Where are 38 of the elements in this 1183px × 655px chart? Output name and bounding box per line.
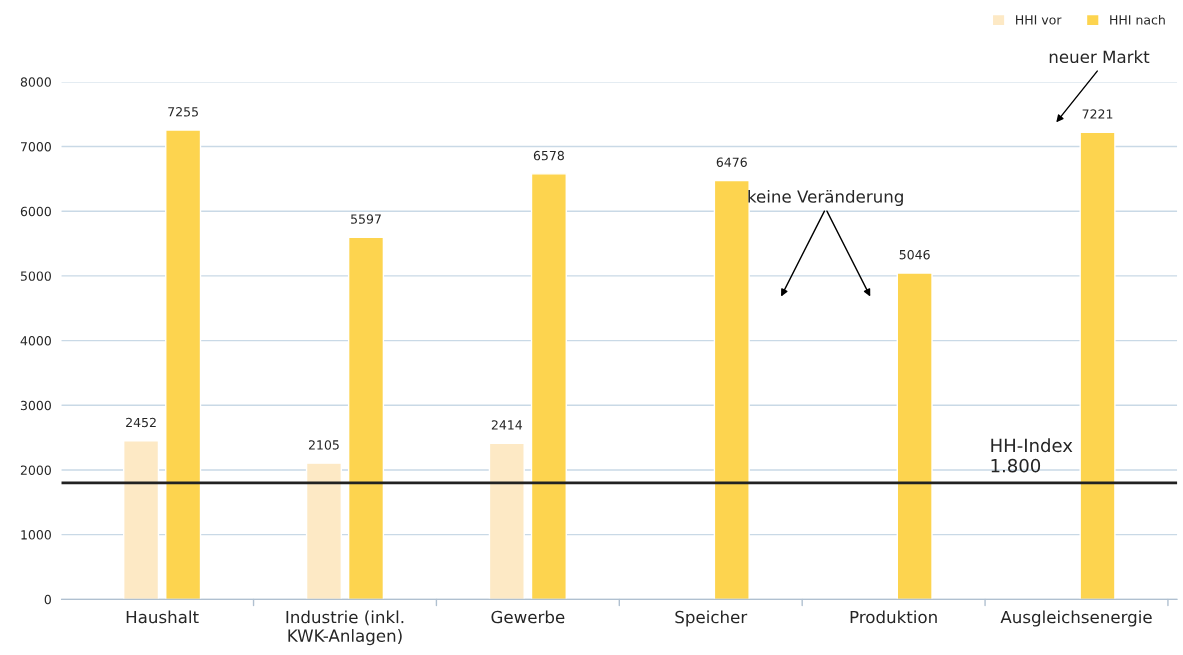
annotation: keine Veränderung xyxy=(748,189,903,207)
data-label: 6578 xyxy=(533,150,564,161)
y-tick-label: 8000 xyxy=(20,77,51,87)
bar xyxy=(305,462,343,600)
x-tick-label: Haushalt xyxy=(126,610,199,624)
data-label: 2452 xyxy=(126,417,156,428)
bar xyxy=(1079,131,1116,600)
ref-line-label: HH-Index 1.800 xyxy=(991,438,1073,473)
x-tick-label: Produktion xyxy=(850,610,937,624)
bar xyxy=(347,236,385,600)
bar xyxy=(165,129,202,600)
bar xyxy=(713,179,750,600)
y-tick-label: 7000 xyxy=(21,142,51,152)
y-tick-label: 2000 xyxy=(20,465,51,475)
y-tick-label: 3000 xyxy=(20,400,51,411)
data-label: 7255 xyxy=(168,107,198,117)
x-tick-label: Speicher xyxy=(675,610,748,627)
bar xyxy=(123,440,160,600)
bar xyxy=(488,442,525,600)
x-tick-label: Gewerbe xyxy=(491,610,565,624)
data-label: 6476 xyxy=(716,157,747,167)
data-label: 5597 xyxy=(351,214,381,224)
y-tick-label: 1000 xyxy=(21,530,51,540)
y-tick-label: 4000 xyxy=(20,336,51,346)
data-label: 5046 xyxy=(899,249,930,260)
data-label: 7221 xyxy=(1082,109,1113,119)
y-tick-label: 5000 xyxy=(20,271,51,281)
legend-label: HHI nach xyxy=(1110,14,1165,25)
data-label: 2105 xyxy=(308,440,339,450)
data-label: 2414 xyxy=(491,420,523,430)
text: neuer Markt xyxy=(1049,50,1150,64)
y-tick-label: 0 xyxy=(44,594,51,605)
y-tick-label: 6000 xyxy=(20,206,51,217)
bar xyxy=(530,173,567,600)
x-tick-label: Industrie (inkl. KWK-Anlagen) xyxy=(286,610,404,646)
x-tick-label: Ausgleichsenergie xyxy=(1000,610,1152,627)
legend-label: HHI vor xyxy=(1016,15,1062,25)
bar xyxy=(896,272,933,600)
